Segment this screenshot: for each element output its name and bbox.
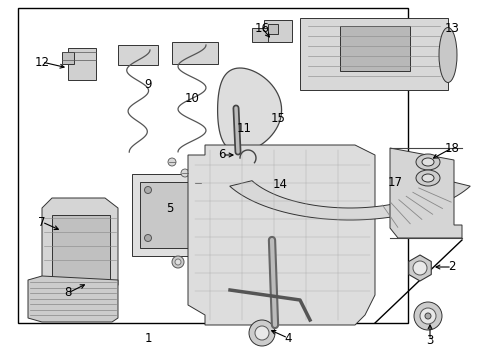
Ellipse shape [421,174,433,182]
Text: 10: 10 [184,91,199,104]
Polygon shape [187,145,374,325]
Polygon shape [217,68,281,152]
Polygon shape [42,198,118,295]
Bar [68,48,96,80]
Bar [172,42,218,64]
Bar [18,8,407,323]
Bar [339,26,409,71]
Text: 17: 17 [386,175,402,189]
Text: 2: 2 [447,261,455,274]
Circle shape [412,261,426,275]
Circle shape [181,169,189,177]
Polygon shape [229,181,469,220]
Circle shape [172,256,183,268]
Circle shape [248,320,274,346]
Text: 14: 14 [272,179,287,192]
Circle shape [220,234,227,242]
Polygon shape [389,148,461,238]
Ellipse shape [415,154,439,170]
Ellipse shape [415,170,439,186]
Circle shape [220,186,227,194]
Text: 15: 15 [270,112,285,125]
Circle shape [144,186,151,194]
Text: 3: 3 [426,333,433,346]
Ellipse shape [438,27,456,82]
Text: 16: 16 [254,22,269,35]
Bar [132,174,246,256]
Circle shape [175,259,181,265]
Bar [267,24,278,34]
Bar [52,215,110,280]
Polygon shape [28,276,118,322]
Text: 9: 9 [144,78,151,91]
Bar [118,45,158,65]
Bar [299,18,447,90]
Circle shape [419,308,435,324]
Text: 18: 18 [444,141,459,154]
Text: 6: 6 [218,148,225,162]
Circle shape [194,179,202,187]
Text: 13: 13 [444,22,459,35]
Text: 11: 11 [236,122,251,135]
Circle shape [424,313,430,319]
Circle shape [254,326,268,340]
Text: 8: 8 [64,287,72,300]
Text: 5: 5 [166,202,173,215]
Bar [251,28,267,42]
Text: 4: 4 [284,332,291,345]
Bar [62,52,74,64]
Text: 12: 12 [35,55,49,68]
Bar [140,182,238,248]
Text: 7: 7 [38,216,46,229]
Bar [264,20,291,42]
Ellipse shape [421,158,433,166]
Text: 1: 1 [144,332,151,345]
Circle shape [144,234,151,242]
Circle shape [168,158,176,166]
Circle shape [413,302,441,330]
